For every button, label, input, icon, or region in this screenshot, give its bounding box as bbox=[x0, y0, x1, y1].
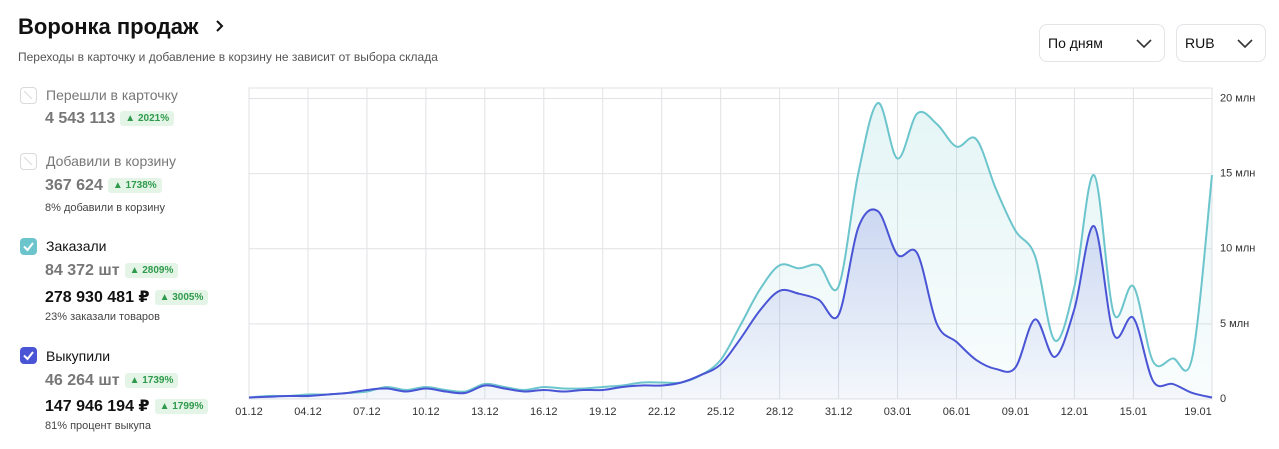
title[interactable]: Воронка продаж bbox=[18, 14, 227, 40]
metric-note: 8% добавили в корзину bbox=[45, 202, 165, 214]
legend-label: Выкупили bbox=[46, 348, 111, 364]
change-pill: ▲ 3005% bbox=[154, 290, 209, 305]
line bbox=[248, 208, 1213, 399]
metric-value: 4 543 113 bbox=[45, 110, 116, 127]
y-tick-label: 15 млн bbox=[1220, 168, 1255, 180]
metric-value: 84 372 шт bbox=[45, 262, 120, 279]
y-tick-label: 5 млн bbox=[1220, 318, 1249, 330]
title-text[interactable]: Воронка продаж bbox=[18, 14, 199, 39]
x-tick-label: 07.12 bbox=[353, 406, 381, 418]
change-value: 1799% bbox=[172, 401, 204, 412]
change-value: 2021% bbox=[137, 113, 170, 124]
y-tick-label: 10 млн bbox=[1220, 243, 1255, 255]
change-pill: ▲ 2809% bbox=[124, 263, 179, 278]
metric-row: 367 624 ▲ 1738% bbox=[45, 177, 162, 195]
x-tick-label: 19.01 bbox=[1184, 406, 1212, 418]
legend-label: Заказали bbox=[46, 238, 107, 254]
line bbox=[248, 102, 1213, 399]
checkbox[interactable] bbox=[20, 347, 37, 364]
x-tick-label: 06.01 bbox=[943, 406, 971, 418]
x-tick-label: 01.12 bbox=[235, 406, 263, 418]
check-mark bbox=[23, 242, 34, 252]
empty-mark bbox=[23, 156, 33, 166]
checkbox[interactable] bbox=[20, 153, 37, 170]
x-tick-label: 12.01 bbox=[1061, 406, 1089, 418]
change-value: 3005% bbox=[172, 292, 204, 303]
metric-row: 278 930 481 ₽ ▲ 3005% bbox=[45, 287, 209, 307]
x-tick-label: 04.12 bbox=[294, 406, 322, 418]
x-tick-label: 31.12 bbox=[825, 406, 853, 418]
metric-sum: 278 930 481 ₽ bbox=[45, 289, 150, 306]
change-pill: ▲ 1739% bbox=[124, 373, 179, 388]
metric-row: 84 372 шт ▲ 2809% bbox=[45, 262, 179, 280]
check-mark bbox=[23, 351, 34, 361]
empty-mark bbox=[23, 90, 33, 100]
y-tick-label: 20 млн bbox=[1220, 92, 1255, 104]
dropdown-arrow bbox=[1237, 39, 1253, 49]
metric-value: 46 264 шт bbox=[45, 372, 120, 389]
x-tick-label: 03.01 bbox=[884, 406, 912, 418]
x-tick-label: 15.01 bbox=[1120, 406, 1148, 418]
x-tick-label: 13.12 bbox=[471, 406, 499, 418]
metric-label: Добавили в корзину bbox=[46, 153, 177, 169]
period-dropdown[interactable]: По дням bbox=[1039, 24, 1165, 62]
dropdown-arrow bbox=[1136, 39, 1152, 49]
change-pill: ▲ 1738% bbox=[107, 178, 162, 193]
checkbox[interactable] bbox=[20, 238, 37, 255]
area bbox=[249, 102, 1212, 399]
change-value: 1738% bbox=[125, 180, 157, 191]
x-tick-label: 16.12 bbox=[530, 406, 558, 418]
subtitle: Переходы в карточку и добавление в корзи… bbox=[18, 50, 438, 64]
metric-label: Перешли в карточку bbox=[46, 87, 178, 103]
checkbox[interactable] bbox=[20, 87, 37, 104]
area bbox=[249, 209, 1212, 399]
metric-note: 81% процент выкупа bbox=[45, 420, 151, 432]
change-pill: ▲ 2021% bbox=[120, 111, 175, 126]
chevron-right bbox=[215, 20, 224, 32]
x-tick-label: 09.01 bbox=[1002, 406, 1030, 418]
x-tick-label: 25.12 bbox=[707, 406, 735, 418]
metric-row: 46 264 шт ▲ 1739% bbox=[45, 372, 179, 390]
x-tick-label: 19.12 bbox=[589, 406, 617, 418]
metric-note: 23% заказали товаров bbox=[45, 311, 161, 323]
x-tick-label: 28.12 bbox=[766, 406, 794, 418]
metric-row: 147 946 194 ₽ ▲ 1799% bbox=[45, 396, 209, 416]
metric-value: 367 624 bbox=[45, 177, 103, 194]
currency-value: RUB bbox=[1185, 35, 1215, 51]
change-pill: ▲ 1799% bbox=[154, 399, 209, 414]
change-value: 1739% bbox=[142, 375, 174, 386]
currency-dropdown[interactable]: RUB bbox=[1176, 24, 1266, 62]
period-value: По дням bbox=[1048, 35, 1103, 51]
y-tick-label: 0 bbox=[1220, 393, 1226, 405]
metric-row: 4 543 113 ▲ 2021% bbox=[45, 110, 175, 128]
x-tick-label: 22.12 bbox=[648, 406, 676, 418]
change-value: 2809% bbox=[142, 265, 174, 276]
metric-sum: 147 946 194 ₽ bbox=[45, 398, 150, 415]
x-tick-label: 10.12 bbox=[412, 406, 440, 418]
